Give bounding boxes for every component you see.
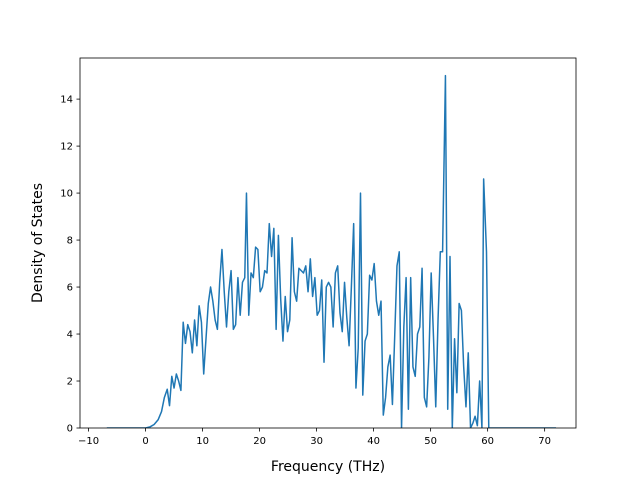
x-tick-label: 30	[310, 436, 323, 447]
x-tick-label: 50	[424, 436, 437, 447]
series-layer	[106, 74, 557, 428]
x-tick-label: 20	[253, 436, 266, 447]
y-tick-label: 10	[60, 189, 73, 200]
y-tick-label: 2	[67, 377, 73, 388]
y-tick-label: 6	[67, 283, 73, 294]
x-axis-ticks: −10 0 10 20 30 40 50 60 70	[78, 428, 551, 447]
y-tick-label: 0	[67, 424, 73, 435]
y-axis-ticks: 0 2 4 6 8 10 12 14	[60, 95, 80, 435]
y-tick-label: 14	[60, 95, 73, 106]
y-tick-label: 4	[67, 330, 73, 341]
x-tick-label: 0	[142, 436, 148, 447]
y-tick-label: 8	[67, 236, 73, 247]
dos-series-line	[106, 74, 557, 428]
x-tick-label: 70	[538, 436, 551, 447]
y-tick-label: 12	[60, 142, 73, 153]
x-tick-label: 40	[367, 436, 380, 447]
x-tick-label: −10	[78, 436, 99, 447]
plot-area-background	[80, 58, 576, 428]
plot-frame	[79, 57, 577, 429]
x-tick-label: 60	[481, 436, 494, 447]
x-tick-label: 10	[196, 436, 209, 447]
x-axis-title: Frequency (THz)	[271, 459, 385, 475]
y-axis-title: Density of States	[30, 183, 46, 303]
